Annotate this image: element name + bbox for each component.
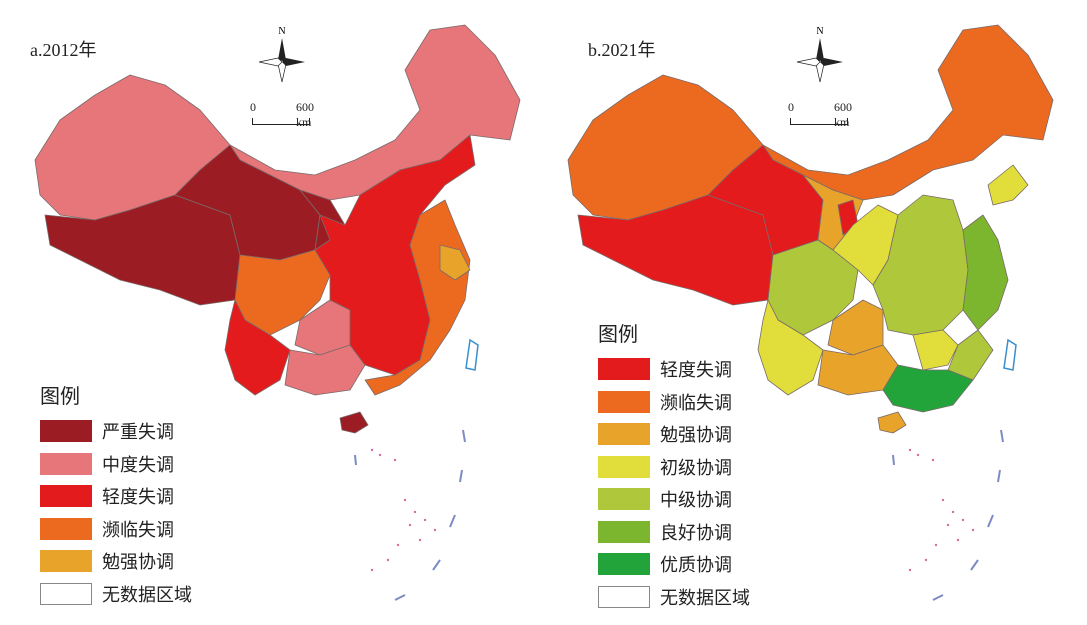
legend-item: 濒临失调 <box>598 386 750 419</box>
legend-swatch <box>598 390 650 413</box>
legend-label: 中度失调 <box>102 454 174 476</box>
legend-item: 无数据区域 <box>598 581 750 614</box>
scale-distance: 600 km <box>296 100 314 129</box>
legend-label: 中级协调 <box>660 490 732 512</box>
region-guangdong <box>882 364 974 413</box>
map-panel-2012: a.2012年 N 0 600 km 图例 严重失调 中度失调 轻度失调 濒临失… <box>0 0 543 625</box>
legend-item: 中级协调 <box>598 483 750 516</box>
legend-swatch <box>40 517 92 540</box>
legend-item: 勉强协调 <box>40 545 192 578</box>
legend-label: 良好协调 <box>660 522 732 544</box>
legend-label: 濒临失调 <box>102 519 174 541</box>
region-east-coast <box>962 214 1009 331</box>
legend-item: 初级协调 <box>598 451 750 484</box>
legend-title: 图例 <box>40 384 80 408</box>
region-yunnan <box>224 299 291 396</box>
nine-dash-line <box>354 429 466 601</box>
legend: 图例 严重失调 中度失调 轻度失调 濒临失调 勉强协调 无数据区域 <box>40 380 192 610</box>
region-guangxi <box>284 344 366 396</box>
legend-swatch <box>598 423 650 446</box>
south-sea-islands <box>908 448 975 572</box>
legend-label: 严重失调 <box>102 422 174 444</box>
scale-zero: 0 <box>250 100 256 114</box>
panel-title: a.2012年 <box>30 40 97 60</box>
legend-swatch <box>598 520 650 543</box>
legend-item: 中度失调 <box>40 448 192 481</box>
region-hainan <box>877 411 907 434</box>
region-taiwan <box>1003 338 1017 371</box>
nine-dash-line <box>892 429 1004 601</box>
legend-label: 轻度失调 <box>102 487 174 509</box>
region-fujian <box>947 329 994 381</box>
scale-bar: 0 600 km <box>250 100 322 130</box>
legend-title: 图例 <box>598 322 638 346</box>
legend-swatch <box>40 485 92 508</box>
legend: 图例 轻度失调 濒临失调 勉强协调 初级协调 中级协调 良好协调 优质协调 无数… <box>598 318 750 613</box>
legend-label: 无数据区域 <box>660 587 750 609</box>
legend-label: 轻度失调 <box>660 360 732 382</box>
legend-item: 无数据区域 <box>40 578 192 611</box>
north-arrow-icon: N <box>796 26 843 83</box>
legend-item: 良好协调 <box>598 516 750 549</box>
region-jiangxi <box>912 329 959 371</box>
region-taiwan <box>465 338 479 371</box>
north-label: N <box>278 26 285 37</box>
scale-distance: 600 km <box>834 100 852 129</box>
north-arrow-icon: N <box>258 26 305 83</box>
legend-item: 严重失调 <box>40 415 192 448</box>
legend-swatch <box>40 420 92 443</box>
legend-label: 濒临失调 <box>660 392 732 414</box>
legend-swatch <box>40 550 92 573</box>
legend-item: 轻度失调 <box>40 480 192 513</box>
north-label: N <box>816 26 823 37</box>
legend-swatch <box>40 582 92 605</box>
legend-swatch <box>40 452 92 475</box>
legend-label: 无数据区域 <box>102 584 192 606</box>
legend-label: 优质协调 <box>660 555 732 577</box>
legend-swatch <box>598 585 650 608</box>
legend-swatch <box>598 488 650 511</box>
legend-item: 轻度失调 <box>598 353 750 386</box>
legend-label: 勉强协调 <box>102 552 174 574</box>
legend-swatch <box>598 358 650 381</box>
region-liaoning <box>987 164 1029 206</box>
scale-zero: 0 <box>788 100 794 114</box>
legend-label: 初级协调 <box>660 457 732 479</box>
scale-bar: 0 600 km <box>788 100 860 130</box>
region-hainan <box>339 411 369 434</box>
region-jiangsu <box>439 244 471 281</box>
china-map-2021 <box>567 24 1054 601</box>
panel-title: b.2021年 <box>588 40 656 60</box>
legend-label: 勉强协调 <box>660 425 732 447</box>
legend-swatch <box>598 455 650 478</box>
legend-item: 勉强协调 <box>598 418 750 451</box>
legend-item: 濒临失调 <box>40 513 192 546</box>
map-panel-2021: b.2021年 N 0 600 km 图例 轻度失调 濒临失调 勉强协调 初级协… <box>543 0 1086 625</box>
legend-item: 优质协调 <box>598 548 750 581</box>
south-sea-islands <box>370 448 437 572</box>
legend-swatch <box>598 553 650 576</box>
region-yunnan <box>757 299 824 396</box>
china-map-2012 <box>34 24 521 601</box>
